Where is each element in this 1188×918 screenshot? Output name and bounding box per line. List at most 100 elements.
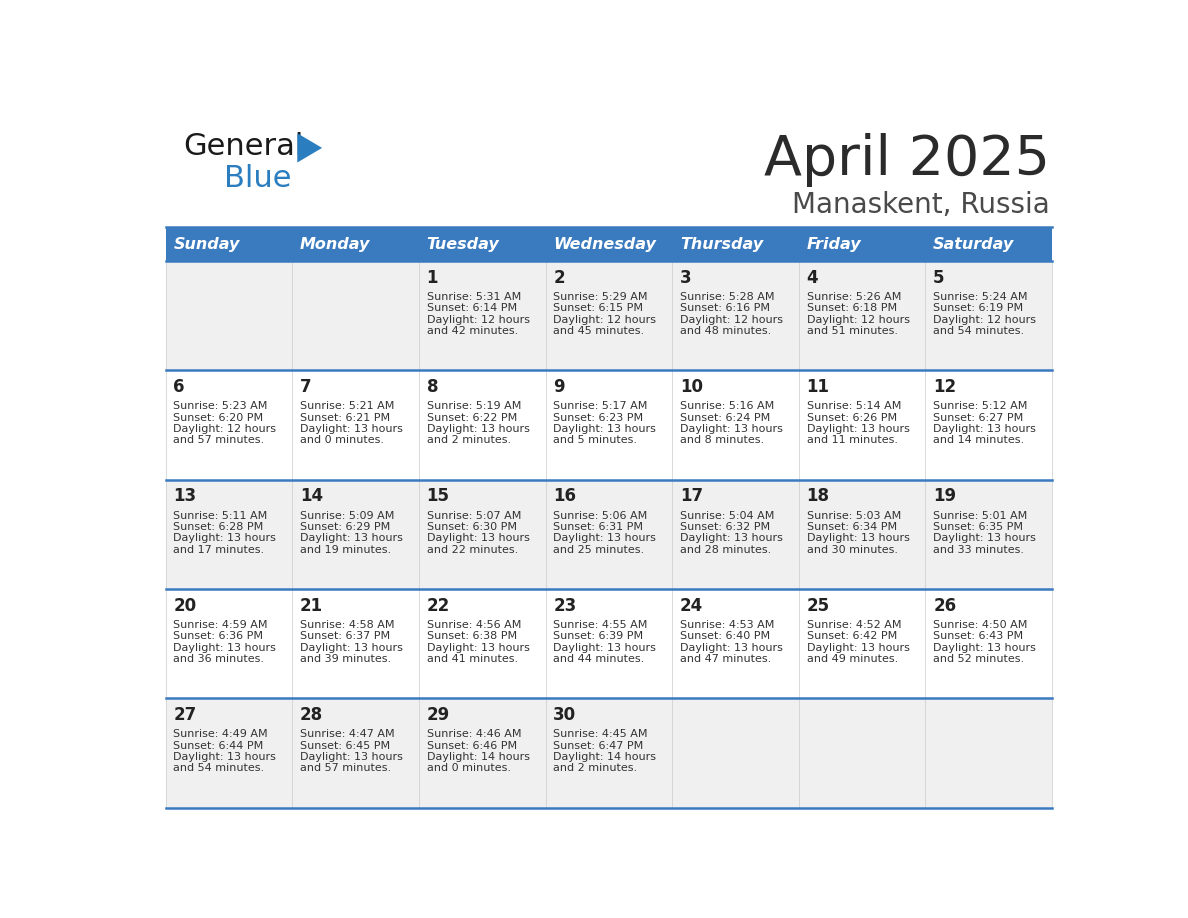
Text: Daylight: 14 hours: Daylight: 14 hours — [554, 752, 656, 762]
Text: 21: 21 — [299, 597, 323, 615]
Text: 25: 25 — [807, 597, 829, 615]
Text: Sunset: 6:38 PM: Sunset: 6:38 PM — [426, 632, 517, 642]
FancyBboxPatch shape — [165, 589, 1053, 699]
Text: Sunset: 6:28 PM: Sunset: 6:28 PM — [173, 522, 264, 532]
Text: 7: 7 — [299, 378, 311, 397]
Text: Daylight: 13 hours: Daylight: 13 hours — [173, 643, 276, 653]
Text: and 49 minutes.: and 49 minutes. — [807, 655, 898, 664]
Text: 12: 12 — [934, 378, 956, 397]
Text: Daylight: 12 hours: Daylight: 12 hours — [807, 315, 910, 325]
Text: Daylight: 12 hours: Daylight: 12 hours — [934, 315, 1036, 325]
Text: Sunrise: 4:50 AM: Sunrise: 4:50 AM — [934, 620, 1028, 630]
Text: 3: 3 — [680, 269, 691, 286]
Text: Sunrise: 5:19 AM: Sunrise: 5:19 AM — [426, 401, 522, 411]
Text: 28: 28 — [299, 706, 323, 724]
Text: and 54 minutes.: and 54 minutes. — [173, 764, 265, 774]
Text: Sunrise: 4:53 AM: Sunrise: 4:53 AM — [680, 620, 775, 630]
Text: Sunrise: 4:45 AM: Sunrise: 4:45 AM — [554, 729, 647, 739]
Text: Blue: Blue — [223, 164, 291, 193]
Text: Sunrise: 4:56 AM: Sunrise: 4:56 AM — [426, 620, 522, 630]
FancyBboxPatch shape — [165, 480, 1053, 589]
Text: Sunset: 6:32 PM: Sunset: 6:32 PM — [680, 522, 770, 532]
Text: Sunrise: 5:26 AM: Sunrise: 5:26 AM — [807, 292, 901, 302]
Text: Daylight: 13 hours: Daylight: 13 hours — [299, 643, 403, 653]
Text: Sunset: 6:40 PM: Sunset: 6:40 PM — [680, 632, 770, 642]
Text: Sunset: 6:31 PM: Sunset: 6:31 PM — [554, 522, 643, 532]
Text: Sunrise: 5:12 AM: Sunrise: 5:12 AM — [934, 401, 1028, 411]
Text: and 2 minutes.: and 2 minutes. — [554, 764, 638, 774]
FancyBboxPatch shape — [165, 227, 292, 261]
Text: Daylight: 13 hours: Daylight: 13 hours — [680, 533, 783, 543]
Text: Daylight: 13 hours: Daylight: 13 hours — [807, 643, 910, 653]
Text: Daylight: 13 hours: Daylight: 13 hours — [934, 533, 1036, 543]
Text: Sunset: 6:30 PM: Sunset: 6:30 PM — [426, 522, 517, 532]
Text: Sunrise: 4:58 AM: Sunrise: 4:58 AM — [299, 620, 394, 630]
Text: Daylight: 12 hours: Daylight: 12 hours — [426, 315, 530, 325]
Text: 26: 26 — [934, 597, 956, 615]
Text: and 17 minutes.: and 17 minutes. — [173, 544, 265, 554]
Text: Daylight: 12 hours: Daylight: 12 hours — [554, 315, 656, 325]
FancyBboxPatch shape — [672, 227, 798, 261]
Text: 5: 5 — [934, 269, 944, 286]
Text: Sunrise: 5:16 AM: Sunrise: 5:16 AM — [680, 401, 775, 411]
Text: and 5 minutes.: and 5 minutes. — [554, 435, 637, 445]
Text: Daylight: 13 hours: Daylight: 13 hours — [934, 643, 1036, 653]
Text: Daylight: 13 hours: Daylight: 13 hours — [426, 533, 530, 543]
Text: and 19 minutes.: and 19 minutes. — [299, 544, 391, 554]
Text: Sunrise: 5:09 AM: Sunrise: 5:09 AM — [299, 510, 394, 521]
Text: Sunrise: 5:03 AM: Sunrise: 5:03 AM — [807, 510, 901, 521]
Text: Sunrise: 4:59 AM: Sunrise: 4:59 AM — [173, 620, 267, 630]
Text: 6: 6 — [173, 378, 185, 397]
FancyBboxPatch shape — [419, 227, 545, 261]
Text: Sunrise: 5:24 AM: Sunrise: 5:24 AM — [934, 292, 1028, 302]
Text: 15: 15 — [426, 487, 449, 506]
FancyBboxPatch shape — [165, 699, 1053, 808]
Text: Sunrise: 4:55 AM: Sunrise: 4:55 AM — [554, 620, 647, 630]
Text: and 42 minutes.: and 42 minutes. — [426, 326, 518, 336]
Text: Sunset: 6:29 PM: Sunset: 6:29 PM — [299, 522, 390, 532]
Text: Daylight: 13 hours: Daylight: 13 hours — [299, 533, 403, 543]
Text: Sunset: 6:44 PM: Sunset: 6:44 PM — [173, 741, 264, 751]
Text: Sunset: 6:24 PM: Sunset: 6:24 PM — [680, 412, 770, 422]
Text: 8: 8 — [426, 378, 438, 397]
Text: Sunrise: 5:29 AM: Sunrise: 5:29 AM — [554, 292, 647, 302]
Text: Sunset: 6:45 PM: Sunset: 6:45 PM — [299, 741, 390, 751]
Text: Daylight: 13 hours: Daylight: 13 hours — [807, 424, 910, 434]
Text: Daylight: 13 hours: Daylight: 13 hours — [426, 424, 530, 434]
Text: and 28 minutes.: and 28 minutes. — [680, 544, 771, 554]
FancyBboxPatch shape — [798, 227, 925, 261]
Text: Sunset: 6:26 PM: Sunset: 6:26 PM — [807, 412, 897, 422]
Text: Daylight: 13 hours: Daylight: 13 hours — [299, 752, 403, 762]
Text: Sunrise: 5:14 AM: Sunrise: 5:14 AM — [807, 401, 901, 411]
Text: Sunset: 6:19 PM: Sunset: 6:19 PM — [934, 303, 1023, 313]
Text: 17: 17 — [680, 487, 703, 506]
Text: Daylight: 13 hours: Daylight: 13 hours — [807, 533, 910, 543]
Text: and 52 minutes.: and 52 minutes. — [934, 655, 1024, 664]
Text: and 44 minutes.: and 44 minutes. — [554, 655, 645, 664]
Text: Saturday: Saturday — [934, 237, 1015, 252]
Text: 1: 1 — [426, 269, 438, 286]
Text: 4: 4 — [807, 269, 819, 286]
Text: Sunset: 6:43 PM: Sunset: 6:43 PM — [934, 632, 1023, 642]
Text: 19: 19 — [934, 487, 956, 506]
Text: Monday: Monday — [299, 237, 371, 252]
Text: and 36 minutes.: and 36 minutes. — [173, 655, 264, 664]
Text: and 2 minutes.: and 2 minutes. — [426, 435, 511, 445]
Text: Sunrise: 4:47 AM: Sunrise: 4:47 AM — [299, 729, 394, 739]
Text: April 2025: April 2025 — [764, 133, 1050, 187]
Text: Daylight: 13 hours: Daylight: 13 hours — [934, 424, 1036, 434]
Text: Sunrise: 4:52 AM: Sunrise: 4:52 AM — [807, 620, 901, 630]
Text: Sunrise: 5:11 AM: Sunrise: 5:11 AM — [173, 510, 267, 521]
Text: Sunrise: 5:28 AM: Sunrise: 5:28 AM — [680, 292, 775, 302]
Text: and 22 minutes.: and 22 minutes. — [426, 544, 518, 554]
Text: Sunset: 6:15 PM: Sunset: 6:15 PM — [554, 303, 643, 313]
Text: Sunset: 6:16 PM: Sunset: 6:16 PM — [680, 303, 770, 313]
Text: and 47 minutes.: and 47 minutes. — [680, 655, 771, 664]
Text: Daylight: 12 hours: Daylight: 12 hours — [173, 424, 277, 434]
Text: Sunset: 6:35 PM: Sunset: 6:35 PM — [934, 522, 1023, 532]
Text: Sunset: 6:46 PM: Sunset: 6:46 PM — [426, 741, 517, 751]
Text: Daylight: 13 hours: Daylight: 13 hours — [554, 424, 656, 434]
Text: Manaskent, Russia: Manaskent, Russia — [792, 191, 1050, 219]
Text: Daylight: 13 hours: Daylight: 13 hours — [426, 643, 530, 653]
Text: Sunset: 6:47 PM: Sunset: 6:47 PM — [554, 741, 644, 751]
